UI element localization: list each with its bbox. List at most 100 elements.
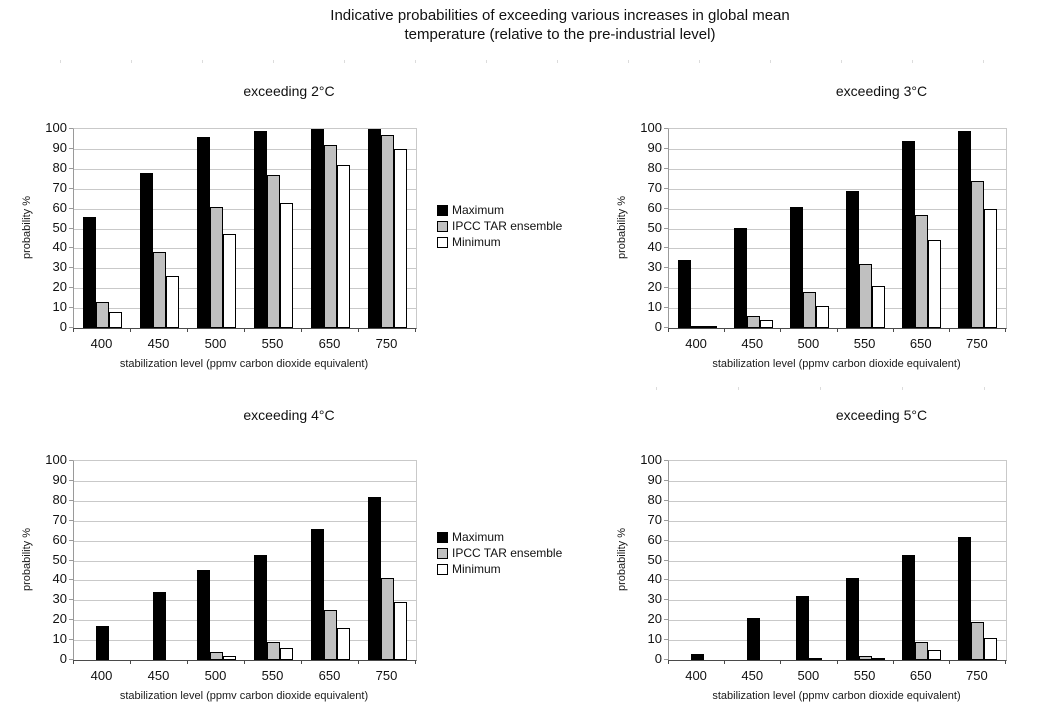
y-axis-tick-label: 0 xyxy=(59,651,67,666)
y-axis-tick-label: 0 xyxy=(59,319,67,334)
x-axis-tick-label: 450 xyxy=(741,336,764,351)
y-axis-tick xyxy=(69,619,73,620)
y-axis-tick-label: 40 xyxy=(52,571,67,586)
gridline xyxy=(74,640,416,641)
bar-maximum-650 xyxy=(311,129,324,328)
gridline xyxy=(74,541,416,542)
y-axis-tick xyxy=(664,148,668,149)
y-axis-tick xyxy=(69,579,73,580)
x-axis-tick xyxy=(73,328,74,332)
gridline xyxy=(74,521,416,522)
y-axis-tick xyxy=(664,540,668,541)
gridline xyxy=(74,229,416,230)
bar-group-650 xyxy=(894,461,950,660)
chart-title: exceeding 2°C xyxy=(243,83,335,99)
bar-ipcc-tar-ensemble-400 xyxy=(96,302,109,328)
bar-group-750 xyxy=(950,129,1006,328)
x-axis-tick xyxy=(668,660,669,664)
bar-group-650 xyxy=(302,129,359,328)
bar-group-550 xyxy=(245,461,302,660)
y-axis-tick-label: 40 xyxy=(52,239,67,254)
y-axis-tick-label: 40 xyxy=(647,239,662,254)
y-axis-tick xyxy=(69,247,73,248)
gridline xyxy=(669,308,1006,309)
bar-ipcc-tar-ensemble-500 xyxy=(210,652,223,660)
bar-maximum-500 xyxy=(197,137,210,328)
y-axis-tick-label: 10 xyxy=(52,299,67,314)
y-axis-tick xyxy=(69,168,73,169)
x-axis-tick-label: 650 xyxy=(909,668,932,683)
y-axis-tick xyxy=(664,307,668,308)
y-axis-tick xyxy=(664,128,668,129)
gridline xyxy=(669,640,1006,641)
chart-title: exceeding 5°C xyxy=(835,407,928,423)
bar-group-550 xyxy=(838,461,894,660)
y-axis-tick-label: 80 xyxy=(52,492,67,507)
x-axis-title: stabilization level (ppmv carbon dioxide… xyxy=(119,690,369,702)
x-axis-tick xyxy=(301,328,302,332)
x-axis-tick xyxy=(893,328,894,332)
x-axis-tick-label: 450 xyxy=(147,336,170,351)
y-axis-tick-label: 60 xyxy=(647,200,662,215)
bar-group-750 xyxy=(359,129,416,328)
y-axis-tick xyxy=(664,480,668,481)
x-axis-tick-label: 750 xyxy=(966,668,988,683)
bar-minimum-500 xyxy=(223,656,236,660)
y-axis-tick xyxy=(664,659,668,660)
gridline xyxy=(669,288,1006,289)
y-axis-tick xyxy=(69,460,73,461)
y-axis-tick-label: 60 xyxy=(647,532,662,547)
legend-item-minimum: Minimum xyxy=(437,561,562,577)
y-axis-tick-label: 20 xyxy=(52,611,67,626)
y-axis-tick xyxy=(664,639,668,640)
bar-minimum-650 xyxy=(337,165,350,328)
y-axis-tick-label: 10 xyxy=(647,299,662,314)
gridline xyxy=(74,580,416,581)
bar-group-750 xyxy=(950,461,1006,660)
bar-ipcc-tar-ensemble-550 xyxy=(859,264,873,328)
y-axis-tick-label: 0 xyxy=(654,651,662,666)
y-axis-tick-label: 100 xyxy=(640,120,662,135)
y-axis-tick-label: 0 xyxy=(654,319,662,334)
y-axis-tick xyxy=(664,247,668,248)
gridline xyxy=(74,561,416,562)
bar-group-450 xyxy=(131,461,188,660)
legend-swatch-maximum xyxy=(437,531,448,543)
y-axis-tick-label: 50 xyxy=(647,552,662,567)
y-axis-tick-label: 80 xyxy=(647,160,662,175)
y-axis-tick-label: 70 xyxy=(647,512,662,527)
legend-item-maximum: Maximum xyxy=(437,529,562,545)
bar-maximum-650 xyxy=(311,529,324,660)
y-axis-tick xyxy=(664,500,668,501)
gridline xyxy=(669,248,1006,249)
x-axis-tick xyxy=(1005,328,1006,332)
bar-maximum-750 xyxy=(958,537,972,660)
x-axis-tick xyxy=(73,660,74,664)
y-axis-tick-label: 40 xyxy=(647,571,662,586)
y-axis-tick-label: 90 xyxy=(647,140,662,155)
x-axis-tick-label: 400 xyxy=(90,668,113,683)
legend-swatch-minimum xyxy=(437,563,448,575)
gridline xyxy=(74,481,416,482)
x-axis-tick xyxy=(724,328,725,332)
y-axis-tick xyxy=(664,188,668,189)
bar-maximum-400 xyxy=(677,260,691,328)
bar-maximum-450 xyxy=(733,228,747,328)
legend-label-maximum: Maximum xyxy=(452,530,505,544)
y-axis-tick xyxy=(664,228,668,229)
y-axis-tick xyxy=(69,639,73,640)
bar-group-400 xyxy=(74,129,131,328)
x-axis-tick xyxy=(893,660,894,664)
y-axis-tick xyxy=(69,599,73,600)
y-axis-tick xyxy=(69,520,73,521)
y-axis-tick-label: 20 xyxy=(647,279,662,294)
y-axis-tick-label: 90 xyxy=(52,472,67,487)
bar-ipcc-tar-ensemble-450 xyxy=(153,252,166,328)
bar-ipcc-tar-ensemble-450 xyxy=(746,316,760,328)
gridline xyxy=(669,229,1006,230)
y-axis-tick xyxy=(69,287,73,288)
bar-minimum-650 xyxy=(928,650,942,660)
gridline xyxy=(669,481,1006,482)
legend-label-ipcc-tar-ensemble: IPCC TAR ensemble xyxy=(452,219,563,233)
